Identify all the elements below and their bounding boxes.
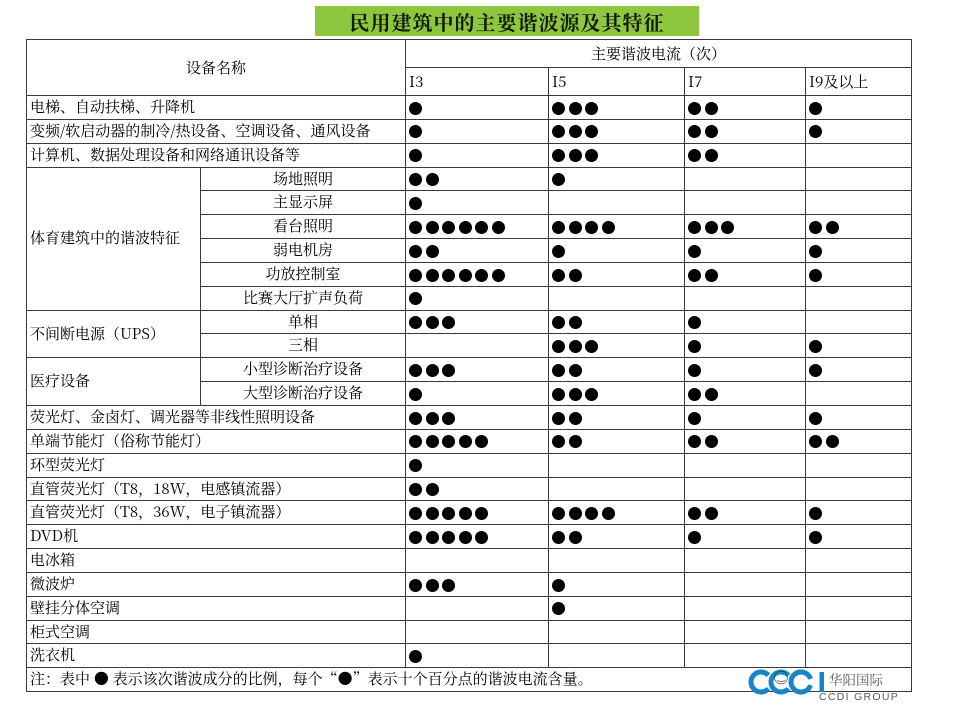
svg-text:华阳国际: 华阳国际: [829, 669, 883, 689]
svg-text:CCDI GROUP: CCDI GROUP: [819, 691, 899, 703]
